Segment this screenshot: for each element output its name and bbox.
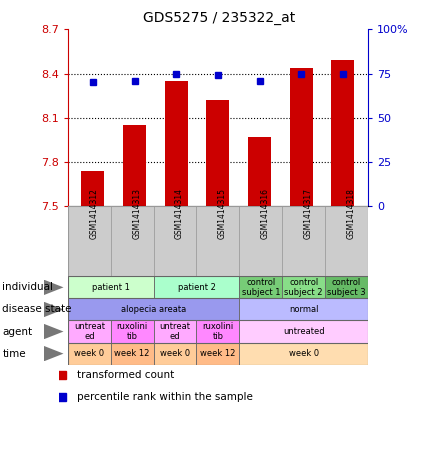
Bar [111, 321, 154, 342]
Text: control
subject 1: control subject 1 [241, 278, 280, 297]
Bar [197, 342, 239, 365]
Bar [239, 299, 368, 321]
Text: control
subject 2: control subject 2 [284, 278, 323, 297]
Polygon shape [44, 280, 64, 295]
Bar [154, 276, 239, 299]
Bar [239, 276, 282, 299]
Bar [282, 276, 325, 299]
Bar [111, 206, 154, 276]
Text: week 12: week 12 [200, 349, 236, 358]
Text: GSM1414314: GSM1414314 [175, 188, 184, 239]
Text: untreated: untreated [283, 327, 325, 336]
Bar [282, 206, 325, 276]
Text: week 12: week 12 [114, 349, 150, 358]
Text: GDS5275 / 235322_at: GDS5275 / 235322_at [143, 11, 295, 25]
Bar [68, 321, 111, 342]
Bar [165, 81, 188, 206]
Text: week 0: week 0 [160, 349, 190, 358]
Text: control
subject 3: control subject 3 [327, 278, 366, 297]
Bar [239, 321, 368, 342]
Text: GSM1414312: GSM1414312 [89, 188, 98, 239]
Bar [325, 276, 368, 299]
Text: patient 1: patient 1 [92, 283, 130, 292]
Bar [68, 206, 111, 276]
Bar [206, 100, 230, 206]
Bar [81, 171, 104, 206]
Bar [123, 125, 146, 206]
Bar [239, 206, 282, 276]
Bar [197, 321, 239, 342]
Polygon shape [44, 324, 64, 339]
Text: individual: individual [2, 282, 53, 292]
Bar [154, 342, 197, 365]
Bar [325, 206, 368, 276]
Text: GSM1414318: GSM1414318 [346, 188, 356, 239]
Bar [154, 206, 197, 276]
Text: patient 2: patient 2 [177, 283, 215, 292]
Bar [68, 276, 154, 299]
Text: percentile rank within the sample: percentile rank within the sample [77, 392, 253, 402]
Text: transformed count: transformed count [77, 370, 174, 380]
Text: week 0: week 0 [74, 349, 104, 358]
Text: untreat
ed: untreat ed [159, 322, 191, 341]
Text: GSM1414316: GSM1414316 [261, 188, 270, 239]
Text: time: time [2, 349, 26, 359]
Bar [68, 342, 111, 365]
Text: agent: agent [2, 327, 32, 337]
Text: alopecia areata: alopecia areata [121, 305, 186, 314]
Text: week 0: week 0 [289, 349, 319, 358]
Bar [68, 299, 239, 321]
Bar [248, 137, 271, 206]
Bar [154, 321, 197, 342]
Text: disease state: disease state [2, 304, 72, 314]
Bar [332, 60, 354, 206]
Polygon shape [44, 346, 64, 361]
Text: GSM1414315: GSM1414315 [218, 188, 227, 239]
Text: untreat
ed: untreat ed [74, 322, 105, 341]
Text: normal: normal [289, 305, 318, 314]
Bar [197, 206, 239, 276]
Bar [290, 67, 313, 206]
Text: ruxolini
tib: ruxolini tib [117, 322, 148, 341]
Polygon shape [44, 302, 64, 317]
Bar [111, 342, 154, 365]
Text: GSM1414317: GSM1414317 [304, 188, 313, 239]
Text: GSM1414313: GSM1414313 [132, 188, 141, 239]
Bar [239, 342, 368, 365]
Text: ruxolini
tib: ruxolini tib [202, 322, 233, 341]
